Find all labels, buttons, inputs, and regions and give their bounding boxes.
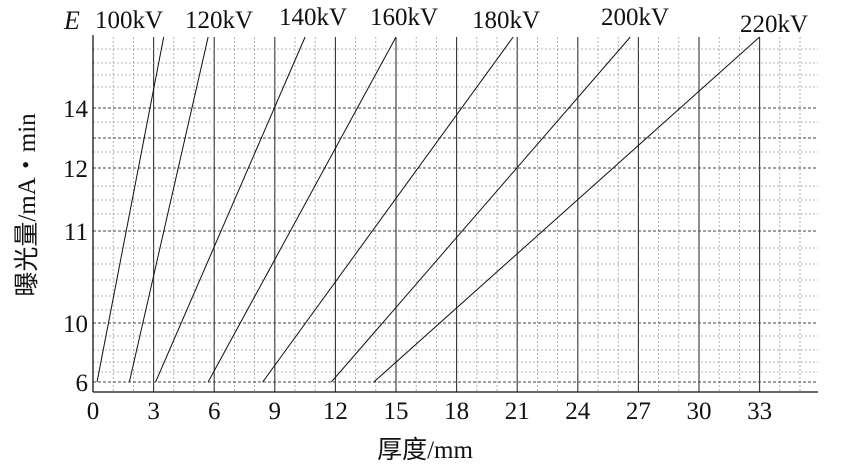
y-tick-label: 10 [63, 311, 88, 338]
series-line-200kV [330, 36, 631, 383]
series-lines [96, 36, 760, 383]
grid [92, 35, 818, 393]
series-label: 220kV [740, 11, 808, 38]
series-label: 200kV [601, 4, 669, 31]
series-label: 100kV [95, 7, 163, 34]
x-tick-label: 27 [626, 398, 651, 425]
y-tick-label: 6 [76, 370, 89, 397]
y-tick-label: 14 [63, 96, 89, 123]
x-tick-label: 18 [444, 398, 469, 425]
x-tick-label: 24 [565, 398, 591, 425]
x-tick-labels: 0 3 6 9 12 15 18 21 24 27 30 33 [87, 398, 772, 425]
series-line-140kV [155, 36, 306, 383]
series-label: 180kV [472, 7, 540, 34]
series-label: 140kV [279, 4, 347, 31]
series-line-120kV [128, 36, 209, 383]
y-tick-label: 11 [64, 219, 88, 246]
series-line-160kV [207, 36, 397, 383]
series-label: 120kV [185, 7, 253, 34]
x-tick-label: 9 [269, 398, 282, 425]
y-axis-title: 曝光量/mA・min [13, 113, 41, 297]
series-line-180kV [262, 36, 514, 383]
x-tick-label: 0 [87, 398, 100, 425]
series-label: 160kV [370, 4, 438, 31]
x-tick-label: 33 [747, 398, 772, 425]
series-line-100kV [96, 36, 165, 383]
corner-label: E [63, 6, 80, 35]
series-line-220kV [373, 36, 760, 383]
series-labels: 100kV 120kV 140kV 160kV 180kV 200kV 220kV [95, 4, 808, 38]
x-tick-label: 12 [323, 398, 348, 425]
x-tick-label: 15 [384, 398, 409, 425]
y-tick-labels: 6 10 11 12 14 [63, 96, 89, 397]
x-tick-label: 21 [505, 398, 530, 425]
x-axis-title: 厚度/mm [377, 436, 473, 464]
x-tick-label: 6 [208, 398, 221, 425]
x-tick-label: 3 [147, 398, 160, 425]
x-tick-label: 30 [687, 398, 712, 425]
y-tick-label: 12 [63, 156, 88, 183]
